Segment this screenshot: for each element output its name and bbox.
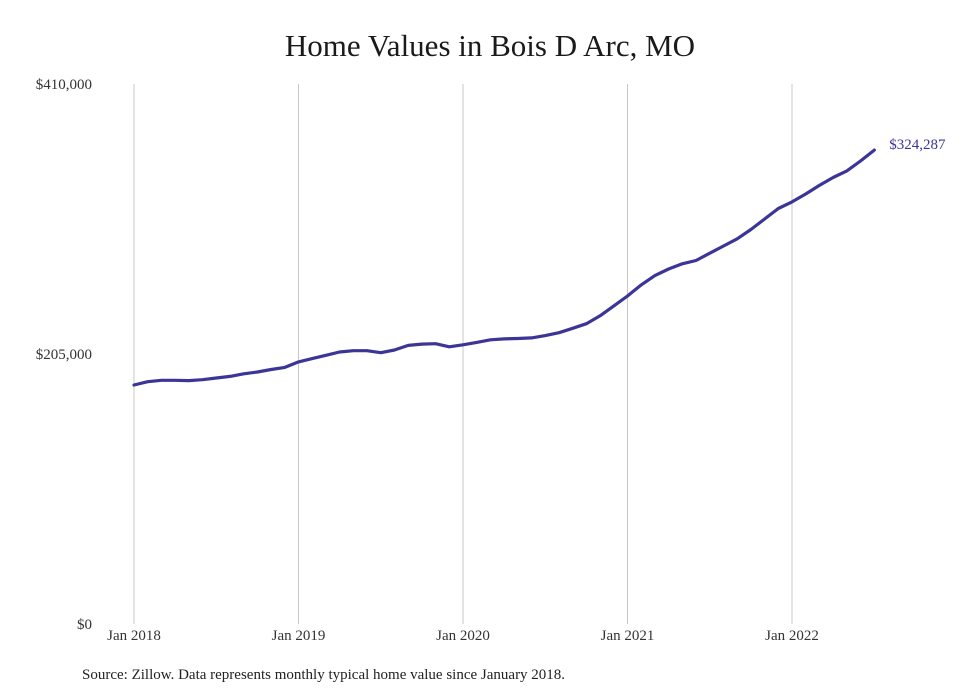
x-tick-label: Jan 2019	[272, 628, 326, 644]
x-tick-label: Jan 2021	[601, 628, 655, 644]
gridlines	[133, 84, 793, 624]
y-axis-ticks: $0 $205,000 $410,000	[36, 77, 92, 633]
line-chart: $0$205,000$410,000 Jan 2018 Jan 2019 Jan 2…	[36, 77, 946, 644]
y-tick-label: $0	[77, 617, 92, 633]
data-labels: $324,287	[889, 137, 946, 153]
chart-title: Home Values in Bois D Arc, MO	[284, 28, 696, 63]
end-value-label: $324,287	[889, 137, 946, 153]
y-tick-label: $205,000	[36, 347, 92, 363]
series-line	[132, 148, 876, 387]
series-layer	[132, 148, 876, 387]
x-tick-label: Jan 2022	[765, 628, 819, 644]
y-tick-label: $410,000	[36, 77, 92, 93]
x-tick-label: Jan 2018	[107, 628, 161, 644]
source-note: Source: Zillow. Data represents monthly …	[82, 667, 566, 683]
x-axis-ticks: Jan 2018 Jan 2019 Jan 2020 Jan 2021 Jan 2022	[107, 628, 819, 644]
x-tick-label: Jan 2020	[436, 628, 490, 644]
